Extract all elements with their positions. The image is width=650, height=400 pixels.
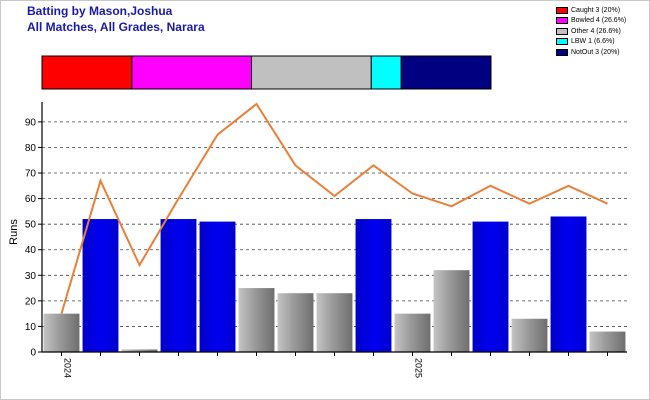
legend-item-caught: Caught 3 (20%) (556, 5, 626, 16)
legend-swatch-other (556, 27, 568, 35)
bar-innings-14 (550, 216, 587, 352)
bar-innings-15 (589, 331, 626, 352)
average-line-layer (60, 102, 608, 314)
bar-innings-6 (238, 288, 275, 352)
average-line (60, 102, 608, 314)
y-tick-label-20: 20 (25, 296, 37, 307)
y-tick-label-30: 30 (25, 271, 37, 282)
bar-innings-4 (160, 219, 197, 352)
legend-item-bowled: Bowled 4 (26.6%) (556, 16, 626, 27)
x-tick-label-2024: 2024 (63, 358, 73, 378)
legend-item-notout: NotOut 3 (20%) (556, 47, 626, 58)
bar-innings-11 (433, 270, 470, 352)
legend-label-notout: NotOut 3 (20%) (571, 48, 620, 56)
innings-bars (43, 216, 626, 352)
dismissal-segment-4 (400, 55, 492, 90)
legend-swatch-lbw (556, 38, 568, 46)
axes: 0 10 20 30 40 50 60 70 80 90 2024 2025 (25, 102, 627, 378)
legend-label-lbw: LBW 1 (6.6%) (571, 38, 615, 46)
y-axis-label: Runs (8, 219, 20, 245)
legend-label-bowled: Bowled 4 (26.6%) (571, 17, 627, 25)
bar-innings-7 (277, 293, 314, 352)
bar-innings-2 (82, 219, 119, 352)
chart-subtitle: All Matches, All Grades, Narara (27, 20, 205, 34)
y-tick-label-80: 80 (25, 143, 37, 154)
bar-innings-12 (472, 221, 509, 352)
dismissal-segment-3 (370, 55, 402, 90)
y-tick-label-90: 90 (25, 117, 37, 128)
legend-label-other: Other 4 (26.6%) (571, 27, 621, 35)
dismissal-segment-0 (41, 55, 133, 90)
bar-innings-3 (121, 349, 158, 352)
legend-label-caught: Caught 3 (20%) (571, 6, 621, 14)
legend-item-lbw: LBW 1 (6.6%) (556, 37, 626, 48)
y-tick-label-70: 70 (25, 169, 37, 180)
y-tick-label-60: 60 (25, 194, 37, 205)
bar-innings-13 (511, 318, 548, 352)
dismissal-segment-1 (131, 55, 253, 90)
x-tick-label-2025: 2025 (414, 358, 424, 378)
legend-swatch-notout (556, 48, 568, 56)
bar-innings-8 (316, 293, 353, 352)
y-tick-label-50: 50 (25, 220, 37, 231)
y-tick-label-40: 40 (25, 245, 37, 256)
chart-title: Batting by Mason,Joshua (27, 4, 173, 18)
bar-innings-10 (394, 313, 431, 352)
y-tick-label-10: 10 (25, 322, 37, 333)
bar-innings-9 (355, 219, 392, 352)
dismissal-segment-2 (251, 55, 372, 90)
dismissal-legend: Caught 3 (20%) Bowled 4 (26.6%) Other 4 … (556, 5, 626, 58)
y-tick-label-0: 0 (30, 348, 36, 359)
legend-item-other: Other 4 (26.6%) (556, 26, 626, 37)
bar-innings-1 (43, 313, 80, 352)
dismissal-proportion-bar (41, 55, 492, 90)
bar-innings-5 (199, 221, 236, 352)
legend-swatch-bowled (556, 17, 568, 25)
legend-swatch-caught (556, 6, 568, 14)
